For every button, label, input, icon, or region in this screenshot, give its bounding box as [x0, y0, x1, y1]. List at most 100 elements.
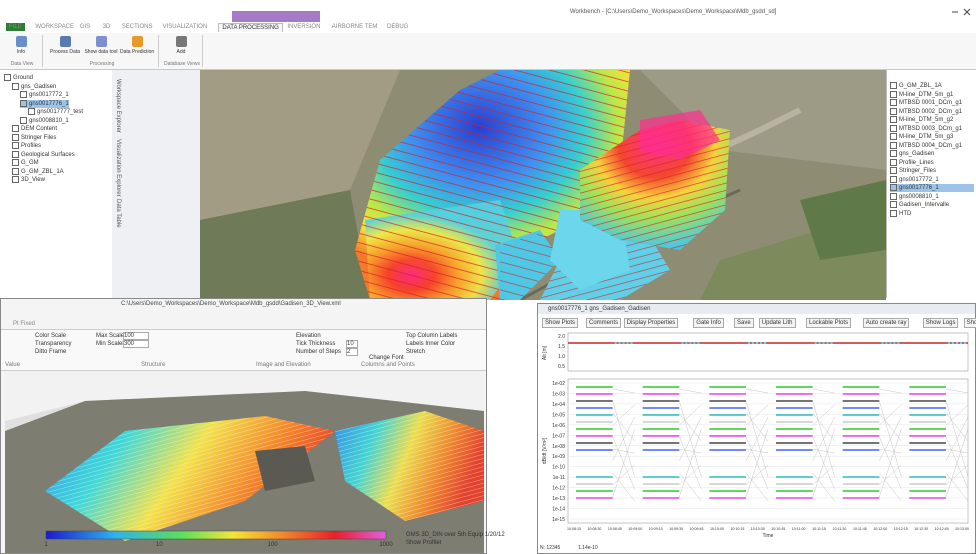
checkbox-label[interactable]: Transparency	[35, 341, 72, 347]
layer-item[interactable]: M-line_DTM_5m_g3	[890, 133, 974, 141]
layer-item[interactable]: MTBSD 0001_DCm_g1	[890, 99, 974, 107]
tree-item[interactable]: G_GM	[12, 159, 39, 167]
ribbon-tab[interactable]: AIRBORNE TEM	[331, 24, 378, 30]
tree-item[interactable]: gns0008810_1	[20, 116, 69, 125]
layer-checkbox[interactable]	[890, 99, 897, 106]
elevation-value[interactable]: 2	[346, 348, 358, 356]
toolbar-button[interactable]: Lockable Plots	[806, 318, 852, 328]
tree-item[interactable]: gns_Gadisen	[12, 82, 56, 91]
layer-item[interactable]: MTBSD 0003_DCm_g1	[890, 124, 974, 133]
tree-checkbox[interactable]	[12, 167, 19, 175]
toolbar-button[interactable]: Auto create ray	[862, 318, 910, 328]
layer-item[interactable]: gns0017772_1	[890, 175, 974, 184]
ribbon-tab[interactable]: SECTIONS	[121, 24, 153, 30]
checkbox-label[interactable]: Ditto Frame	[35, 349, 67, 355]
column-option[interactable]: Labels Inner Color	[406, 341, 456, 347]
column-option[interactable]: Top Column Labels	[406, 333, 458, 339]
field-value[interactable]: 300	[123, 340, 149, 348]
window-controls[interactable]	[950, 8, 974, 16]
tree-item[interactable]: Geological Surfaces	[12, 150, 75, 159]
tree-item[interactable]: gns0017776_1	[20, 99, 69, 108]
elevation-value[interactable]: 10	[346, 340, 358, 348]
ribbon-button[interactable]: Add	[164, 35, 198, 61]
ribbon-tab[interactable]: GIS	[79, 24, 91, 30]
layer-checkbox[interactable]	[890, 167, 897, 174]
view3d-canvas[interactable]	[5, 371, 484, 553]
layer-checkbox[interactable]	[890, 141, 897, 149]
tree-item[interactable]: Ground	[4, 74, 33, 82]
layer-item[interactable]: HTD	[890, 209, 974, 218]
layer-checkbox[interactable]	[890, 116, 897, 123]
ribbon-tab[interactable]: VISUALIZATION	[162, 24, 208, 30]
ribbon-button[interactable]: Process Data	[48, 35, 82, 61]
layer-item[interactable]: MTBSD 0002_DCm_g1	[890, 107, 974, 116]
tree-checkbox[interactable]	[20, 99, 27, 107]
ribbon-button[interactable]: Show data tool	[84, 35, 118, 61]
tree-checkbox[interactable]	[12, 142, 19, 149]
tree-checkbox[interactable]	[28, 108, 35, 115]
layer-item[interactable]: Gadisen_Intervalle	[890, 201, 974, 209]
layer-checkbox[interactable]	[890, 192, 897, 200]
toolbar-button[interactable]: Update Lith	[758, 318, 796, 328]
tree-checkbox[interactable]	[12, 82, 19, 90]
layer-checkbox[interactable]	[890, 150, 897, 157]
layer-checkbox[interactable]	[890, 107, 897, 115]
layer-item[interactable]: gns_Gadisen	[890, 150, 974, 158]
tree-item[interactable]: DEM Content	[12, 125, 57, 133]
layer-checkbox[interactable]	[890, 201, 897, 208]
tree-checkbox[interactable]	[12, 176, 19, 183]
tree-checkbox[interactable]	[20, 116, 27, 124]
checkbox-label[interactable]: Color Scale	[35, 333, 67, 339]
ribbon-button[interactable]: Info	[4, 35, 38, 61]
map-view[interactable]	[200, 70, 886, 300]
ribbon-tab[interactable]: FILE	[6, 23, 25, 31]
ribbon-tab[interactable]: DATA PROCESSING	[218, 23, 283, 32]
ribbon-tab[interactable]: 3D	[102, 24, 111, 30]
layer-item[interactable]: gns0008810_1	[890, 192, 974, 201]
ribbon-tab[interactable]: INVERSION	[287, 24, 321, 30]
layer-checkbox[interactable]	[890, 90, 897, 98]
tree-item[interactable]: G_GM_ZBL_1A	[12, 167, 64, 176]
layer-item[interactable]: MTBSD 0004_DCm_g1	[890, 141, 974, 150]
toolbar-button[interactable]: Show Plots	[542, 318, 579, 328]
tree-checkbox[interactable]	[12, 133, 19, 141]
tree-checkbox[interactable]	[12, 125, 19, 132]
tree-item[interactable]: Stringer Files	[12, 133, 56, 142]
toolbar-button[interactable]: Save	[734, 318, 754, 328]
tree-checkbox[interactable]	[12, 150, 19, 158]
field-value[interactable]: 100	[123, 332, 149, 340]
tree-item[interactable]: gns0017777_test	[28, 108, 83, 116]
toolbar-button[interactable]: Show Context	[963, 318, 976, 328]
layer-item[interactable]: gns0017776_1	[890, 184, 974, 193]
layer-checkbox[interactable]	[890, 175, 897, 183]
layer-item[interactable]: Stringer_Files	[890, 167, 974, 175]
tree-item[interactable]: 3D_View	[12, 176, 45, 184]
layer-checkbox[interactable]	[890, 158, 897, 166]
font-button[interactable]: Change Font	[369, 355, 404, 361]
toolbar-button[interactable]: Comments	[586, 318, 622, 328]
legend-note: Show Profiler	[406, 540, 442, 546]
tree-item[interactable]: Profiles	[12, 142, 41, 150]
layer-checkbox[interactable]	[890, 209, 897, 217]
side-tab[interactable]: Data Table	[115, 199, 121, 228]
tree-checkbox[interactable]	[12, 159, 19, 166]
layer-checkbox[interactable]	[890, 82, 897, 89]
tree-item[interactable]: gns0017772_1	[20, 91, 69, 99]
tree-checkbox[interactable]	[4, 74, 11, 81]
toolbar-button[interactable]: Display Properties	[623, 318, 679, 328]
layer-item[interactable]: G_GM_ZBL_1A	[890, 82, 974, 90]
layer-item[interactable]: M-line_DTM_5m_g2	[890, 116, 974, 124]
ribbon-button[interactable]: Data Prediction	[120, 35, 154, 61]
column-option[interactable]: Stretch	[406, 349, 426, 355]
layer-checkbox[interactable]	[890, 184, 897, 191]
tree-checkbox[interactable]	[20, 91, 27, 98]
layer-checkbox[interactable]	[890, 133, 897, 140]
layer-item[interactable]: Profile_Lines	[890, 158, 974, 167]
toolbar-button[interactable]: Gate Info	[693, 318, 724, 328]
ribbon-tab[interactable]: WORKSPACE	[35, 24, 74, 30]
toolbar-button[interactable]: Show Logs	[922, 318, 959, 328]
layer-item[interactable]: M-line_DTM_5m_g1	[890, 90, 974, 99]
layer-checkbox[interactable]	[890, 124, 897, 132]
ribbon-tab[interactable]: DEBUG	[387, 24, 409, 30]
view3d-tab[interactable]: Pt Fixed	[13, 321, 36, 327]
